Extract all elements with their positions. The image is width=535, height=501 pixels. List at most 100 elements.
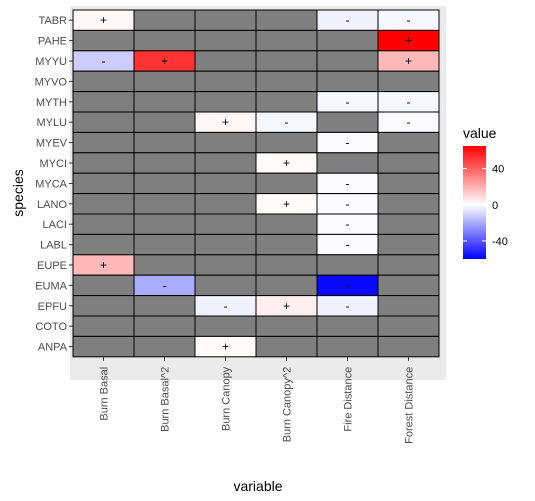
y-tick-label: MYCA (35, 178, 67, 190)
heatmap-cell (133, 91, 196, 113)
legend-tick-label: 40 (492, 164, 504, 176)
x-tick-label: Burn Canopy^2 (282, 367, 294, 443)
heatmap-cell (133, 9, 196, 31)
cell-signs: + - - + - + + - - + - - - + - + - - - + - - - + - + (100, 13, 412, 353)
legend-tick-label: 0 (492, 200, 498, 212)
heatmap-cell (72, 193, 135, 215)
heatmap-cell (133, 172, 196, 195)
cell-sign-label: - (346, 278, 350, 292)
heatmap-cell (377, 233, 440, 256)
y-tick-label: MYEV (36, 138, 68, 150)
cell-sign-label: - (346, 95, 350, 109)
heatmap-cell (255, 29, 318, 52)
heatmap-cell (194, 9, 257, 31)
heatmap-cell (377, 70, 440, 93)
heatmap-cell (316, 152, 379, 174)
cell-sign-label: - (407, 13, 411, 27)
heatmap-cell (133, 213, 196, 235)
heatmap-cell (377, 152, 440, 174)
heatmap-cell (194, 193, 257, 215)
x-tick-label: Burn Canopy (221, 366, 233, 431)
heatmap-cell (255, 315, 318, 337)
legend-ticks: 40 0 -40 (463, 164, 508, 248)
heatmap-cell (194, 29, 257, 52)
heatmap-cell (72, 91, 135, 113)
heatmap-cell (72, 29, 135, 52)
heatmap-cell (255, 70, 318, 93)
heatmap-cell (255, 254, 318, 276)
y-tick-label: PAHE (38, 36, 67, 48)
cell-sign-label: - (346, 197, 350, 211)
heatmap-cell (194, 172, 257, 195)
heatmap-cell (194, 254, 257, 276)
heatmap-cell (133, 152, 196, 174)
heatmap-cell (377, 274, 440, 297)
heatmap-cell (194, 315, 257, 337)
cell-sign-label: - (102, 54, 106, 68)
heatmap-cell (72, 111, 135, 133)
heatmap-cell (194, 91, 257, 113)
legend-tick-label: -40 (492, 236, 508, 248)
cell-sign-label: + (222, 340, 229, 354)
cell-sign-label: + (405, 54, 412, 68)
heatmap-cell (72, 152, 135, 174)
heatmap-cell (316, 111, 379, 133)
cell-sign-label: - (285, 115, 289, 129)
heatmap-cell (72, 295, 135, 317)
heatmap-cell (316, 335, 379, 358)
heatmap-cell (133, 335, 196, 358)
heatmap-cell (255, 131, 318, 154)
heatmap-cell (133, 315, 196, 337)
heatmap-cell (316, 29, 379, 52)
y-tick-label: MYTH (36, 97, 67, 109)
y-tick-label: LACI (43, 219, 67, 231)
x-axis-title: variable (233, 478, 282, 494)
cell-sign-label: - (346, 13, 350, 27)
x-axis: Burn Basal Burn Basal^2 Burn Canopy Burn Ca… (99, 356, 416, 444)
x-tick-label: Fire Distance (343, 367, 355, 432)
heatmap-cell (377, 335, 440, 358)
cell-sign-label: - (346, 217, 350, 231)
heatmap-cell (133, 29, 196, 52)
y-axis-title: species (10, 169, 26, 216)
heatmap-cell (194, 233, 257, 256)
cell-sign-label: - (346, 136, 350, 150)
heatmap-cell (72, 315, 135, 337)
heatmap-cell (194, 50, 257, 72)
cell-sign-label: + (405, 34, 412, 48)
y-tick-label: TABR (38, 15, 67, 27)
cell-sign-label: + (100, 13, 107, 27)
cell-sign-label: - (224, 299, 228, 313)
y-tick-label: EUPE (37, 260, 67, 272)
cell-sign-label: - (346, 176, 350, 190)
heatmap-cell (72, 70, 135, 93)
heatmap-cell (377, 213, 440, 235)
cell-sign-label: - (346, 299, 350, 313)
heatmap-cell (72, 131, 135, 154)
heatmap-cell (377, 193, 440, 215)
heatmap-cell (255, 9, 318, 31)
heatmap-cell (133, 295, 196, 317)
y-tick-label: EUMA (35, 280, 67, 292)
cell-sign-label: - (346, 238, 350, 252)
heatmap-cell (377, 315, 440, 337)
y-tick-label: MYLU (36, 117, 67, 129)
y-tick-label: COTO (35, 321, 67, 333)
cell-sign-label: - (163, 278, 167, 292)
x-tick-label: Burn Basal (99, 367, 111, 421)
cell-sign-label: + (161, 54, 168, 68)
cell-sign-label: - (407, 115, 411, 129)
heatmap-cell (72, 335, 135, 358)
heatmap-cells (72, 9, 440, 358)
cell-sign-label: + (100, 258, 107, 272)
heatmap-cell (133, 254, 196, 276)
y-tick-label: MYVO (35, 76, 68, 88)
heatmap-cell (377, 254, 440, 276)
heatmap-cell (72, 213, 135, 235)
heatmap-cell (72, 233, 135, 256)
heatmap-cell (72, 274, 135, 297)
heatmap-cell (194, 70, 257, 93)
cell-sign-label: + (222, 115, 229, 129)
heatmap-cell (316, 70, 379, 93)
y-tick-label: EPFU (38, 301, 67, 313)
